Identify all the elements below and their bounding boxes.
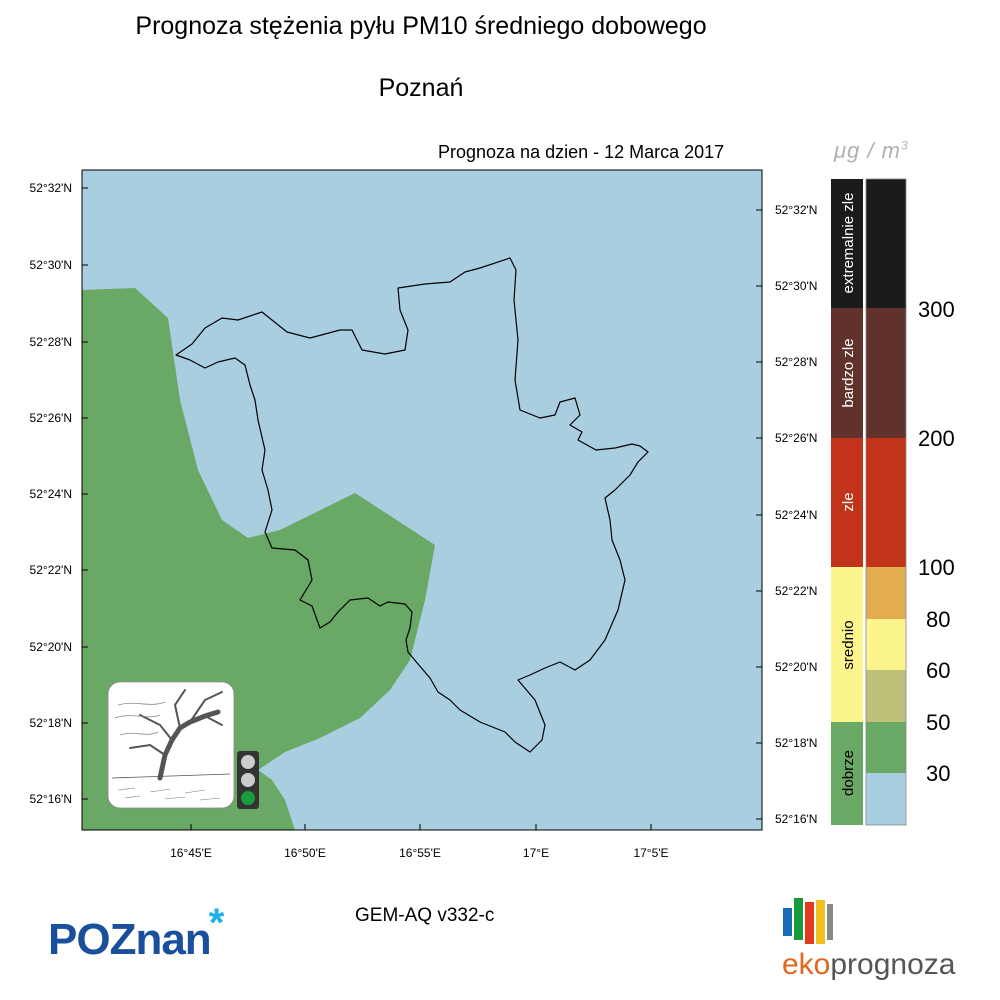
threshold-label: 80 (926, 607, 950, 632)
lat-label-left: 52°26'N (30, 411, 72, 425)
scale-swatch (866, 722, 906, 773)
lat-label-right: 52°28'N (775, 355, 817, 369)
lon-label: 17°E (523, 846, 549, 860)
lat-label-right: 52°30'N (775, 279, 817, 293)
map-frame (81, 169, 763, 831)
legend-band-zle (831, 438, 863, 567)
legend-band-label: dobrze (840, 750, 857, 796)
lat-axis-right: 52°32'N 52°30'N 52°28'N 52°26'N 52°24'N … (756, 203, 817, 826)
threshold-label: 100 (918, 555, 955, 580)
units-label: μg / m3 (834, 138, 909, 163)
tree-illustration (107, 681, 235, 809)
map-subtitle: Poznań (378, 74, 464, 102)
threshold-label: 300 (918, 297, 955, 322)
lat-label-right: 52°20'N (775, 660, 817, 674)
lat-label-left: 52°16'N (30, 792, 72, 806)
legend-band-bardzo-zle (831, 308, 863, 438)
forecast-date: Prognoza na dzien - 12 Marca 2017 (438, 142, 725, 162)
legend-band-extremalnie-zle (831, 179, 863, 308)
scale-swatch (866, 773, 906, 825)
lat-axis-left: 52°32'N 52°30'N 52°28'N 52°26'N 52°24'N … (30, 181, 88, 806)
legend-color-scale (865, 178, 907, 826)
ekoprognoza-logo: ekoprognoza (782, 948, 956, 981)
lat-label-left: 52°28'N (30, 335, 72, 349)
legend-band-label: srednio (840, 620, 857, 669)
lon-label: 17°5'E (633, 846, 668, 860)
traffic-light-icon (237, 751, 259, 809)
lat-label-right: 52°24'N (775, 508, 817, 522)
scale-swatch (866, 179, 906, 308)
legend-category-bands: extremalnie zle bardzo zle zle srednio d… (831, 179, 863, 825)
lat-label-right: 52°16'N (775, 812, 817, 826)
model-version: GEM-AQ v332-c (355, 905, 495, 926)
lat-label-left: 52°24'N (30, 487, 72, 501)
legend-band-label: zle (840, 492, 857, 511)
lat-label-left: 52°30'N (30, 258, 72, 272)
city-border (175, 257, 649, 753)
lat-label-right: 52°26'N (775, 431, 817, 445)
lat-label-left: 52°32'N (30, 181, 72, 195)
threshold-label: 200 (918, 426, 955, 451)
poznan-logo: POZnan* (48, 901, 224, 964)
legend-band-srednio (831, 567, 863, 722)
star-icon: * (208, 901, 225, 945)
scale-swatch (866, 619, 906, 670)
lat-label-left: 52°18'N (30, 716, 72, 730)
lat-label-right: 52°18'N (775, 736, 817, 750)
legend-thresholds: 300 200 100 80 60 50 30 (918, 297, 955, 786)
lat-label-right: 52°32'N (775, 203, 817, 217)
legend-band-label: extremalnie zle (840, 193, 857, 294)
lat-label-left: 52°22'N (30, 563, 72, 577)
lat-label-left: 52°20'N (30, 640, 72, 654)
scale-swatch (866, 567, 906, 619)
scale-swatch (866, 438, 906, 567)
scale-swatch (866, 308, 906, 438)
legend-band-dobrze (831, 722, 863, 825)
threshold-label: 30 (926, 761, 950, 786)
lon-label: 16°50'E (284, 846, 326, 860)
lon-axis: 16°45'E 16°50'E 16°55'E 17°E 17°5'E (170, 824, 669, 860)
lat-label-right: 52°22'N (775, 584, 817, 598)
lon-label: 16°55'E (399, 846, 441, 860)
lon-label: 16°45'E (170, 846, 212, 860)
threshold-label: 50 (926, 710, 950, 735)
ekoprognoza-logo-icon (783, 898, 833, 944)
legend-band-label: bardzo zle (840, 338, 857, 407)
map-title: Prognoza stężenia pyłu PM10 średniego do… (135, 12, 707, 40)
scale-swatch (866, 670, 906, 722)
threshold-label: 60 (926, 658, 950, 683)
